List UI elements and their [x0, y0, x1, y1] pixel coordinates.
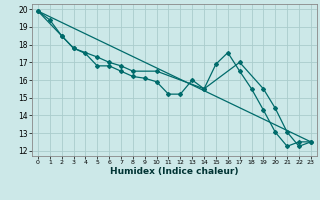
- X-axis label: Humidex (Indice chaleur): Humidex (Indice chaleur): [110, 167, 239, 176]
